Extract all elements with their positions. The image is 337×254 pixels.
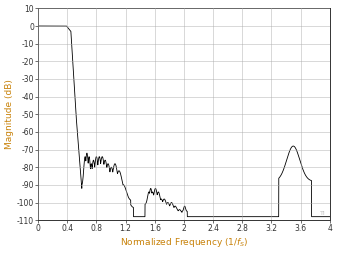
Y-axis label: Magnitude (dB): Magnitude (dB) xyxy=(5,79,14,149)
Text: TI: TI xyxy=(319,211,325,216)
X-axis label: Normalized Frequency (1/$f_S$): Normalized Frequency (1/$f_S$) xyxy=(120,236,248,249)
